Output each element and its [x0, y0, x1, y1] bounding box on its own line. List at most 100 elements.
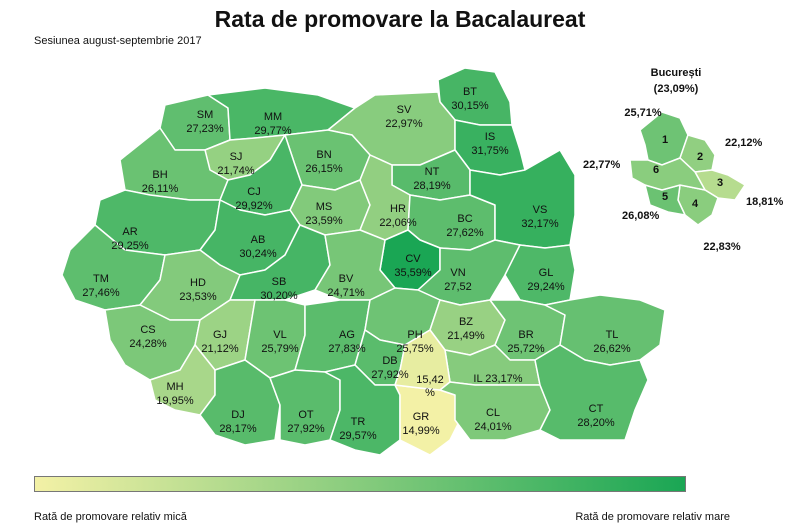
sector-value-2: 22,12%	[725, 137, 763, 149]
county-value-gr: 14,99%	[402, 425, 440, 437]
county-value-mh: 19,95%	[156, 395, 194, 407]
sector-number-2: 2	[697, 151, 703, 163]
county-value-tm: 27,46%	[82, 287, 120, 299]
legend-high-label: Rată de promovare relativ mare	[575, 511, 730, 523]
sector-value-4: 22,83%	[703, 241, 741, 253]
county-code-ar: AR	[122, 226, 137, 238]
county-code-db: DB	[382, 355, 397, 367]
bucharest-overall-rate: (23,09%)	[654, 83, 699, 95]
county-code-bt: BT	[463, 86, 477, 98]
sector-value-6: 22,77%	[583, 159, 621, 171]
county-value-mm: 29,77%	[254, 125, 292, 137]
county-value-ab: 30,24%	[239, 248, 277, 260]
county-value-bc: 27,62%	[446, 227, 484, 239]
county-code-is: IS	[485, 131, 495, 143]
county-value-gj: 21,12%	[201, 343, 239, 355]
county-value-vn: 27,52	[444, 281, 472, 293]
county-value-db: 27,92%	[371, 369, 409, 381]
county-code-mm: MM	[264, 111, 282, 123]
county-label-il: IL 23,17%	[473, 373, 522, 385]
sector-number-5: 5	[662, 191, 668, 203]
county-value-ph: 25,75%	[396, 343, 434, 355]
bucharest-sector-6	[629, 157, 707, 192]
county-code-cj: CJ	[247, 186, 260, 198]
map-subtitle: Sesiunea august-septembrie 2017	[34, 35, 202, 47]
county-value-vl: 25,79%	[261, 343, 299, 355]
county-value-sm: 27,23%	[186, 123, 224, 135]
county-value-ag: 27,83%	[328, 343, 366, 355]
county-code-sb: SB	[272, 276, 287, 288]
county-cl	[439, 381, 551, 441]
county-value-sb: 30,20%	[260, 290, 298, 302]
county-value-bv: 24,71%	[327, 287, 365, 299]
bucharest-title: București	[651, 67, 702, 79]
county-code-hr: HR	[390, 203, 406, 215]
county-value-bz: 21,49%	[447, 330, 485, 342]
county-code-hd: HD	[190, 277, 206, 289]
county-code-bv: BV	[339, 273, 354, 285]
county-code-ph: PH	[407, 329, 422, 341]
county-code-gr: GR	[413, 411, 430, 423]
county-code-tl: TL	[606, 329, 619, 341]
county-value-nt: 28,19%	[413, 180, 451, 192]
county-code-sv: SV	[397, 104, 412, 116]
sector-number-4: 4	[692, 198, 699, 210]
county-value-hd: 23,53%	[179, 291, 217, 303]
county-code-vs: VS	[533, 204, 548, 216]
county-code-bc: BC	[457, 213, 472, 225]
county-code-mh: MH	[166, 381, 183, 393]
county-value-vs: 32,17%	[521, 218, 559, 230]
county-code-tr: TR	[351, 416, 366, 428]
county-value-hr: 22,06%	[379, 217, 417, 229]
county-code-bh: BH	[152, 169, 167, 181]
county-value-bn: 26,15%	[305, 163, 343, 175]
county-value-cs: 24,28%	[129, 338, 167, 350]
county-code-tm: TM	[93, 273, 109, 285]
county-value-tr: 29,57%	[339, 430, 377, 442]
county-code-gj: GJ	[213, 329, 227, 341]
county-value-ms: 23,59%	[305, 215, 343, 227]
county-value-cj: 29,92%	[235, 200, 273, 212]
county-value-bt: 30,15%	[451, 100, 489, 112]
county-value-bh: 26,11%	[142, 183, 179, 195]
county-code-sj: SJ	[230, 151, 243, 163]
county-code-vl: VL	[273, 329, 286, 341]
county-ct	[534, 344, 649, 441]
county-value-tl: 26,62%	[593, 343, 631, 355]
county-code-ms: MS	[316, 201, 333, 213]
county-code-cv: CV	[405, 253, 421, 265]
sector-number-1: 1	[662, 134, 668, 146]
sector-value-3: 18,81%	[746, 196, 784, 208]
sector-number-3: 3	[717, 177, 723, 189]
county-code-vn: VN	[450, 267, 465, 279]
county-code-br: BR	[518, 329, 533, 341]
county-code-ab: AB	[251, 234, 266, 246]
county-code-cl: CL	[486, 407, 500, 419]
county-code-sm: SM	[197, 109, 214, 121]
county-value-sv: 22,97%	[385, 118, 423, 130]
legend-gradient-bar	[34, 476, 686, 492]
sector-value-5: 26,08%	[622, 210, 660, 222]
county-code-bn: BN	[316, 149, 331, 161]
sector-number-6: 6	[653, 164, 659, 176]
county-value-if-unit: %	[425, 387, 435, 399]
county-code-nt: NT	[425, 166, 440, 178]
county-tl	[544, 294, 666, 366]
county-code-cs: CS	[140, 324, 155, 336]
map-title: Rata de promovare la Bacalaureat	[214, 6, 586, 32]
county-value-ar: 29,25%	[111, 240, 149, 252]
county-code-gl: GL	[539, 267, 554, 279]
county-value-if: 15,42	[416, 374, 444, 386]
county-value-cv: 35,59%	[394, 267, 432, 279]
legend-low-label: Rată de promovare relativ mică	[34, 511, 187, 523]
county-value-cl: 24,01%	[474, 421, 512, 433]
county-value-sj: 21,74%	[217, 165, 255, 177]
county-value-is: 31,75%	[471, 145, 509, 157]
county-value-ct: 28,20%	[577, 417, 615, 429]
county-value-ot: 27,92%	[287, 423, 325, 435]
county-code-ot: OT	[298, 409, 314, 421]
county-code-ct: CT	[589, 403, 604, 415]
county-code-bz: BZ	[459, 316, 473, 328]
county-tr	[324, 364, 401, 456]
